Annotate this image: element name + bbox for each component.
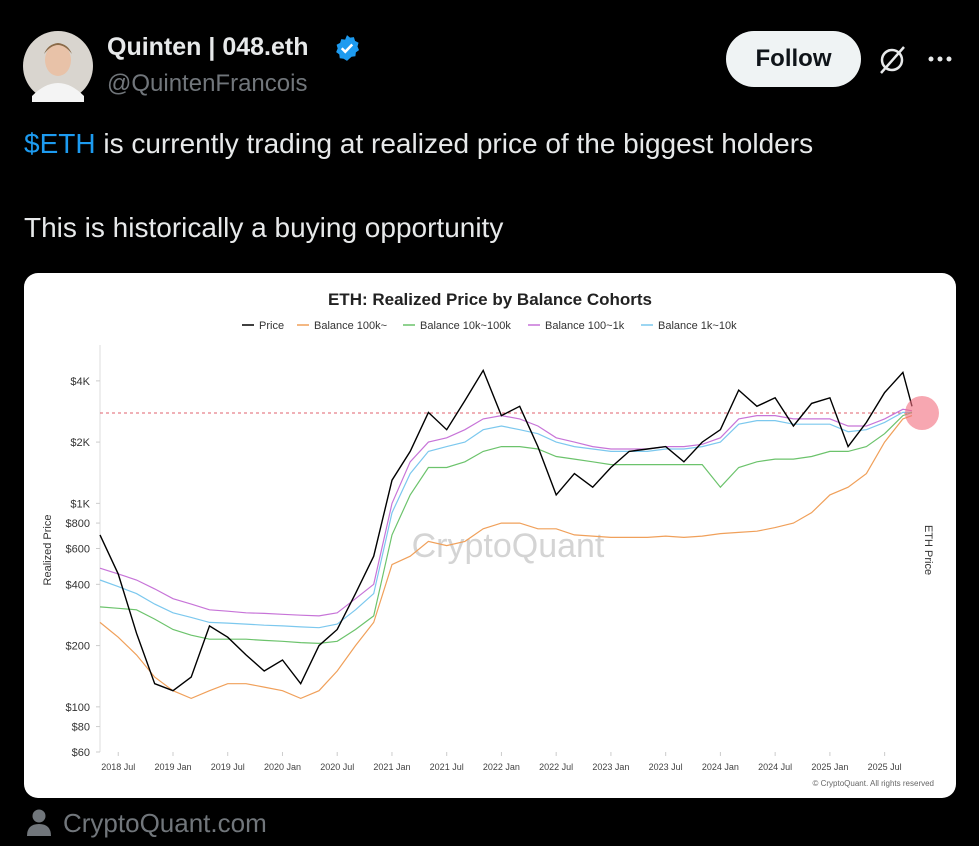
- author-handle[interactable]: @QuintenFrancois: [107, 70, 308, 97]
- person-icon: [27, 809, 51, 836]
- x-tick-label: 2025 Jul: [868, 762, 902, 772]
- y-tick-label: $2K: [70, 437, 90, 449]
- tweet-text: is currently trading at realized price o…: [103, 128, 814, 159]
- series-line: [99, 408, 913, 617]
- y-tick-label: $600: [66, 544, 90, 556]
- x-tick-label: 2020 Jul: [320, 762, 354, 772]
- y-tick-label: $800: [66, 518, 90, 530]
- grok-icon[interactable]: [876, 44, 908, 76]
- source-link[interactable]: CryptoQuant.com: [63, 808, 267, 838]
- follow-button[interactable]: Follow: [726, 31, 861, 87]
- y-tick-label: $60: [72, 747, 90, 759]
- x-tick-label: 2020 Jan: [264, 762, 301, 772]
- chart: ETH: Realized Price by Balance Cohorts C…: [42, 290, 939, 788]
- author-name[interactable]: Quinten | 048.eth: [107, 33, 309, 61]
- more-menu[interactable]: [926, 50, 954, 70]
- highlight-circle: [905, 395, 939, 430]
- verified-badge: [336, 35, 360, 61]
- x-tick-label: 2021 Jul: [430, 762, 464, 772]
- cashtag-link[interactable]: $ETH: [24, 128, 96, 159]
- copyright: © CryptoQuant. All rights reserved: [813, 779, 935, 788]
- watermark: CryptoQuant: [412, 527, 605, 565]
- y2-axis-label: ETH Price: [922, 525, 934, 575]
- y-tick-label: $400: [66, 579, 90, 591]
- avatar[interactable]: [22, 30, 94, 102]
- tweet-line: $ETH is currently trading at realized pr…: [24, 128, 813, 160]
- series-line: [99, 411, 912, 629]
- series-line: [99, 411, 913, 645]
- legend-label: Balance 1k~10k: [658, 320, 737, 332]
- x-tick-label: 2021 Jan: [373, 762, 410, 772]
- legend-label: Balance 10k~100k: [420, 320, 511, 332]
- x-tick-label: 2022 Jul: [539, 762, 573, 772]
- x-tick-label: 2019 Jan: [154, 762, 191, 772]
- y-tick-label: $80: [72, 722, 90, 734]
- legend-label: Price: [259, 320, 284, 332]
- y-tick-label: $200: [66, 641, 90, 653]
- tweet-text: This is historically a buying opportunit…: [24, 212, 504, 243]
- series-line: [99, 415, 913, 700]
- x-tick-label: 2023 Jul: [649, 762, 683, 772]
- x-tick-label: 2024 Jan: [702, 762, 739, 772]
- x-tick-label: 2025 Jan: [811, 762, 848, 772]
- x-tick-label: 2024 Jul: [758, 762, 792, 772]
- x-tick-label: 2019 Jul: [211, 762, 245, 772]
- y-tick-label: $1K: [70, 498, 90, 510]
- x-tick-label: 2023 Jan: [592, 762, 629, 772]
- chart-card[interactable]: ETH: Realized Price by Balance Cohorts C…: [24, 273, 956, 798]
- x-tick-label: 2018 Jul: [101, 762, 135, 772]
- series-line: [99, 368, 913, 692]
- legend-label: Balance 100k~: [314, 320, 387, 332]
- y-tick-label: $4K: [70, 376, 90, 388]
- x-tick-label: 2022 Jan: [483, 762, 520, 772]
- chart-title: ETH: Realized Price by Balance Cohorts: [328, 290, 652, 309]
- legend-label: Balance 100~1k: [545, 320, 625, 332]
- y-axis-label: Realized Price: [42, 515, 54, 586]
- y-tick-label: $100: [66, 702, 90, 714]
